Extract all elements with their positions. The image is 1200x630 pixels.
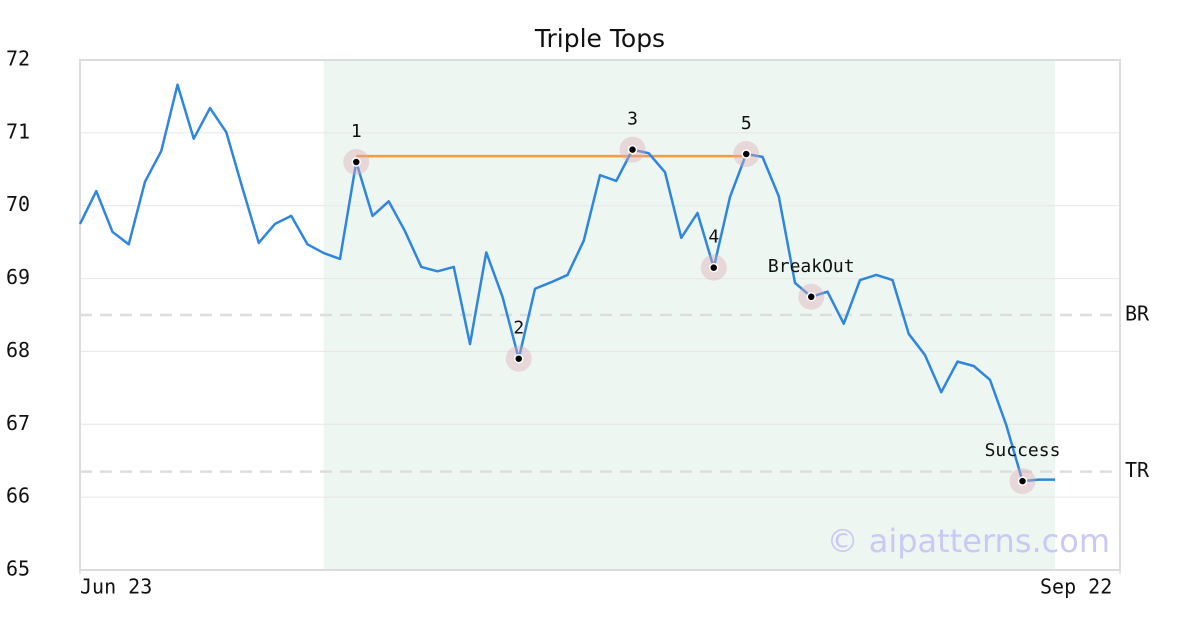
point-label: 2 [513, 318, 524, 339]
y-tick-label: 65 [6, 557, 30, 581]
point-label: 5 [741, 113, 752, 134]
point [627, 144, 638, 155]
point [709, 262, 719, 273]
chart-title: Triple Tops [534, 24, 665, 53]
reference-label: TR [1125, 458, 1150, 482]
point-label: 1 [351, 121, 362, 142]
y-tick-label: 67 [6, 411, 30, 435]
reference-label: BR [1125, 302, 1150, 326]
point [351, 157, 361, 167]
y-tick-label: 70 [6, 192, 30, 216]
y-tick-label: 69 [6, 265, 30, 289]
y-tick-label: 71 [6, 119, 30, 143]
point [741, 149, 751, 159]
y-tick-label: 66 [6, 484, 30, 508]
point [1017, 476, 1028, 486]
y-tick-label: 72 [6, 47, 30, 71]
x-tick-label: Jun 23 [80, 575, 152, 599]
watermark: © aipatterns.com [827, 522, 1110, 560]
point-label: BreakOut [768, 256, 855, 277]
point [514, 353, 524, 364]
y-tick-label: 68 [6, 338, 30, 362]
point [806, 292, 816, 302]
point-label: 3 [627, 109, 638, 130]
x-tick-label: Sep 22 [1040, 575, 1112, 599]
point-label: 4 [708, 227, 719, 248]
price-line [78, 83, 1055, 483]
point-label: Success [985, 440, 1061, 461]
